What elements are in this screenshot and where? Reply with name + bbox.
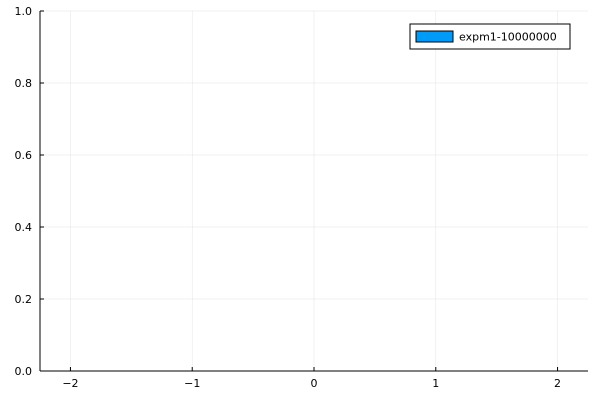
x-tick-label: −2 xyxy=(62,377,78,390)
y-tick-label: 0.6 xyxy=(15,149,33,162)
x-ticks: −2 −1 0 1 2 xyxy=(62,367,561,390)
x-tick-label: 0 xyxy=(311,377,318,390)
y-tick-label: 1.0 xyxy=(15,5,33,18)
legend-label: expm1-10000000 xyxy=(459,31,557,44)
y-ticks: 0.0 0.2 0.4 0.6 0.8 1.0 xyxy=(15,5,44,378)
x-tick-label: 2 xyxy=(554,377,561,390)
y-tick-label: 0.0 xyxy=(15,365,33,378)
y-tick-label: 0.4 xyxy=(15,221,33,234)
y-tick-label: 0.8 xyxy=(15,77,33,90)
x-tick-label: −1 xyxy=(184,377,200,390)
x-tick-label: 1 xyxy=(432,377,439,390)
legend-swatch xyxy=(415,30,454,43)
y-tick-label: 0.2 xyxy=(15,293,33,306)
legend: expm1-10000000 xyxy=(409,23,571,50)
x-grid xyxy=(70,11,558,371)
